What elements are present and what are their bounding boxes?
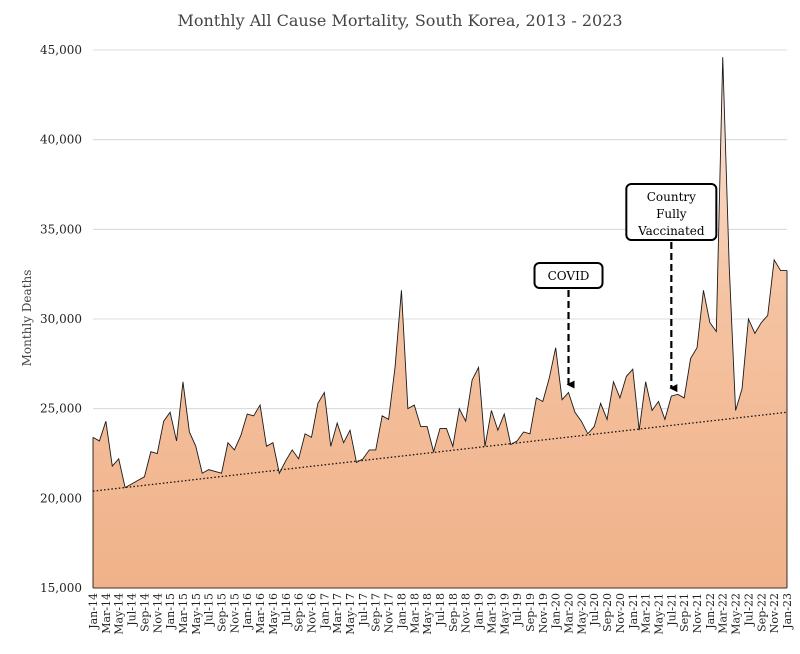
x-tick-label: May-17	[344, 593, 357, 635]
x-tick-label: Sep-16	[293, 593, 306, 632]
x-tick-label: Nov-17	[383, 593, 396, 633]
x-tick-label: Sep-17	[370, 593, 383, 632]
annotation-text: Vaccinated	[637, 224, 705, 238]
x-tick-label: Mar-18	[408, 593, 421, 634]
x-tick-label: Jul-14	[126, 593, 139, 627]
x-tick-label: Sep-22	[755, 593, 768, 632]
x-tick-label: Jan-18	[395, 593, 408, 630]
x-tick-label: Jul-16	[280, 593, 293, 627]
x-tick-label: Jul-22	[742, 593, 755, 627]
annotation-text: Fully	[656, 207, 687, 221]
annotation-box	[533, 262, 604, 289]
x-tick-label: Jul-21	[665, 593, 678, 627]
x-tick-label: Jul-17	[357, 593, 370, 627]
x-tick-label: Jan-20	[550, 593, 563, 630]
x-tick-label: May-22	[730, 593, 743, 635]
chart-title: Monthly All Cause Mortality, South Korea…	[177, 11, 622, 30]
x-tick-label: Jul-18	[434, 593, 447, 627]
y-tick-label: 15,000	[40, 581, 82, 595]
y-tick-label: 45,000	[40, 43, 82, 57]
x-tick-label: Sep-15	[216, 593, 229, 632]
annotation-country-fully-vaccinated: Country Fully Vaccinated	[625, 183, 718, 393]
x-tick-label: Mar-19	[485, 593, 498, 634]
x-tick-labels: Jan-14 Mar-14 May-14 Jul-14 Sep-14 Nov-14 Jan-…	[87, 593, 794, 635]
x-tick-label: Jul-19	[511, 593, 524, 627]
x-tick-label: Mar-17	[331, 593, 344, 634]
y-tick-labels: 15,000 20,000 25,000 30,000 35,000 40,000 45,0…	[40, 43, 82, 595]
y-axis-label: Monthly Deaths	[20, 270, 34, 367]
x-tick-label: Jan-23	[781, 593, 794, 630]
x-tick-label: Sep-19	[524, 593, 537, 632]
x-tick-label: May-18	[421, 593, 434, 635]
x-tick-label: Jan-21	[627, 593, 640, 630]
annotation-text: COVID	[548, 269, 590, 283]
x-tick-label: Mar-14	[100, 593, 113, 634]
annotation-covid: COVID	[533, 262, 604, 389]
x-tick-label: Jan-17	[318, 593, 331, 630]
area-series	[92, 57, 788, 589]
trendline-dotted	[92, 411, 788, 492]
x-tick-label: May-19	[498, 593, 511, 635]
x-tick-label: Nov-21	[691, 593, 704, 633]
y-tick-label: 35,000	[40, 222, 82, 236]
x-tick-label: Jan-16	[241, 593, 254, 630]
x-tick-label: Nov-14	[151, 593, 164, 633]
y-tick-label: 30,000	[40, 312, 82, 326]
x-tick-label: May-15	[190, 593, 203, 635]
x-tick-label: Mar-20	[563, 593, 576, 634]
x-tick-label: Sep-21	[678, 593, 691, 632]
x-tick-label: Mar-15	[177, 593, 190, 634]
x-tick-label: Jan-22	[704, 593, 717, 630]
x-tick-label: May-14	[113, 593, 126, 635]
x-tick-label: Nov-19	[537, 593, 550, 633]
y-tick-label: 40,000	[40, 133, 82, 147]
x-tick-label: Jan-19	[473, 593, 486, 630]
x-tick-label: Sep-14	[138, 593, 151, 632]
y-tick-label: 20,000	[40, 491, 82, 505]
x-tick-label: May-20	[575, 593, 588, 635]
x-tick-label: Nov-18	[460, 593, 473, 633]
x-tick-label: Nov-20	[614, 593, 627, 633]
x-tick-label: Nov-22	[768, 593, 781, 633]
x-tick-label: Jul-20	[588, 593, 601, 627]
area-line	[92, 57, 787, 489]
area-fill	[93, 57, 787, 589]
x-tick-label: Jan-14	[87, 593, 100, 630]
x-tick-label: Mar-16	[254, 593, 267, 634]
x-tick-label: May-16	[267, 593, 280, 635]
x-tick-label: Nov-16	[306, 593, 319, 633]
trendline	[92, 411, 788, 492]
x-tick-label: Jan-15	[164, 593, 177, 630]
x-tick-label: Sep-18	[447, 593, 460, 632]
x-tick-label: Jul-15	[203, 593, 216, 627]
y-tick-label: 25,000	[40, 402, 82, 416]
x-tick-label: Nov-15	[228, 593, 241, 633]
x-tick-label: May-21	[653, 593, 666, 635]
annotations: COVID Country Fully Vaccinated	[533, 183, 718, 393]
x-tick-label: Mar-21	[640, 593, 653, 634]
x-tick-label: Mar-22	[717, 593, 730, 634]
x-tick-label: Sep-20	[601, 593, 614, 632]
annotation-box	[625, 183, 718, 241]
annotation-text: Country	[647, 190, 696, 204]
